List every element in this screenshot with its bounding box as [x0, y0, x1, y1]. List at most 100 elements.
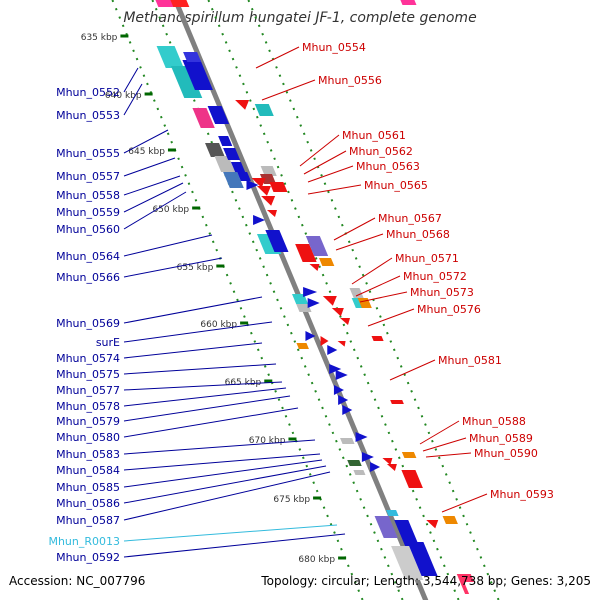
gene-feature[interactable]	[170, 66, 203, 98]
gene-arrow[interactable]	[342, 405, 353, 415]
gene-arrow[interactable]	[382, 458, 393, 465]
gene-feature[interactable]	[207, 106, 230, 124]
gene-feature[interactable]	[401, 452, 417, 458]
gene-feature[interactable]	[295, 244, 317, 262]
gene-feature[interactable]	[218, 136, 233, 146]
gene-feature[interactable]	[394, 520, 420, 546]
gene-label-left[interactable]: Mhun_0558	[56, 189, 120, 202]
gene-feature[interactable]	[347, 460, 362, 466]
gene-label-left[interactable]: Mhun_0577	[56, 384, 120, 397]
gene-feature[interactable]	[153, 0, 175, 7]
gene-label-left[interactable]: Mhun_0557	[56, 170, 120, 183]
gene-label-right[interactable]: Mhun_0567	[378, 212, 442, 225]
gene-feature[interactable]	[205, 143, 225, 157]
gene-label-right[interactable]: Mhun_0561	[342, 129, 406, 142]
gene-label-left[interactable]: Mhun_0564	[56, 250, 120, 263]
gene-feature[interactable]	[386, 510, 399, 516]
gene-arrow[interactable]	[338, 395, 349, 405]
gene-label-right[interactable]: Mhun_0573	[410, 286, 474, 299]
gene-label-left[interactable]: Mhun_0578	[56, 400, 120, 413]
gene-feature[interactable]	[230, 162, 246, 172]
gene-feature[interactable]	[353, 470, 366, 475]
gene-feature[interactable]	[305, 236, 329, 256]
gene-label-right[interactable]: Mhun_0562	[349, 145, 413, 158]
gene-arrow[interactable]	[253, 215, 266, 225]
gene-label-left[interactable]: Mhun_0587	[56, 514, 120, 527]
gene-label-left[interactable]: Mhun_0592	[56, 551, 120, 564]
gene-arrow[interactable]	[327, 345, 338, 355]
gene-feature[interactable]	[340, 438, 355, 444]
gene-feature[interactable]	[223, 172, 244, 188]
gene-label-left[interactable]: Mhun_0579	[56, 415, 120, 428]
gene-label-right[interactable]: Mhun_0571	[395, 252, 459, 265]
gene-feature[interactable]	[223, 148, 241, 160]
gene-feature[interactable]	[260, 166, 277, 176]
gene-feature[interactable]	[192, 108, 215, 128]
gene-feature[interactable]	[442, 516, 458, 524]
gene-arrow[interactable]	[333, 385, 344, 395]
gene-label-right[interactable]: Mhun_0563	[356, 160, 420, 173]
gene-feature[interactable]	[401, 470, 423, 488]
gene-feature[interactable]	[407, 542, 438, 576]
gene-label-left[interactable]: Mhun_0584	[56, 464, 120, 477]
gene-arrow[interactable]	[322, 296, 337, 306]
gene-feature[interactable]	[269, 182, 288, 192]
gene-arrow[interactable]	[355, 432, 368, 442]
gene-arrow[interactable]	[305, 331, 316, 341]
gene-feature[interactable]	[265, 230, 289, 252]
gene-label-right[interactable]: Mhun_0589	[469, 432, 533, 445]
gene-feature[interactable]	[390, 400, 404, 404]
gene-label-right[interactable]: Mhun_0590	[474, 447, 538, 460]
gene-label-left[interactable]: Mhun_0586	[56, 497, 120, 510]
gene-arrow[interactable]	[261, 196, 276, 206]
gene-label-left[interactable]: Mhun_0585	[56, 481, 120, 494]
gene-label-left[interactable]: Mhun_0553	[56, 109, 120, 122]
gene-label-left[interactable]: Mhun_0559	[56, 206, 120, 219]
gene-label-right[interactable]: Mhun_0568	[386, 228, 450, 241]
gene-feature[interactable]	[374, 516, 398, 538]
gene-feature[interactable]	[183, 52, 202, 62]
gene-arrow[interactable]	[361, 452, 374, 462]
gene-arrow[interactable]	[329, 364, 342, 374]
gene-feature[interactable]	[349, 288, 364, 298]
gene-label-left[interactable]: Mhun_0555	[56, 147, 120, 160]
gene-feature[interactable]	[168, 0, 190, 7]
gene-label-left[interactable]: Mhun_0569	[56, 317, 120, 330]
gene-feature[interactable]	[182, 60, 213, 90]
gene-label-right[interactable]: Mhun_0588	[462, 415, 526, 428]
gene-arrow[interactable]	[320, 336, 329, 346]
gene-feature[interactable]	[296, 343, 309, 349]
gene-label-left[interactable]: Mhun_R0013	[48, 535, 120, 548]
gene-arrow[interactable]	[370, 462, 381, 472]
gene-arrow[interactable]	[246, 180, 259, 190]
gene-arrow[interactable]	[307, 298, 320, 308]
gene-arrow[interactable]	[331, 308, 344, 317]
gene-label-left[interactable]: Mhun_0575	[56, 368, 120, 381]
gene-arrow[interactable]	[309, 264, 320, 271]
gene-arrow[interactable]	[266, 210, 277, 217]
gene-arrow[interactable]	[426, 520, 439, 529]
gene-label-right[interactable]: Mhun_0556	[318, 74, 382, 87]
gene-feature[interactable]	[156, 46, 184, 68]
gene-arrow[interactable]	[337, 341, 346, 347]
gene-label-left[interactable]: Mhun_0583	[56, 448, 120, 461]
gene-arrow[interactable]	[335, 370, 348, 380]
gene-feature[interactable]	[464, 582, 484, 600]
gene-label-right[interactable]: Mhun_0576	[417, 303, 481, 316]
gene-label-left[interactable]: Mhun_0574	[56, 352, 120, 365]
gene-label-left[interactable]: Mhun_0552	[56, 86, 120, 99]
gene-arrow[interactable]	[386, 464, 397, 471]
gene-label-right[interactable]: Mhun_0581	[438, 354, 502, 367]
gene-feature[interactable]	[237, 172, 251, 181]
gene-label-right[interactable]: Mhun_0565	[364, 179, 428, 192]
gene-feature[interactable]	[391, 546, 424, 580]
gene-label-right[interactable]: Mhun_0554	[302, 41, 366, 54]
gene-arrow[interactable]	[256, 186, 271, 196]
gene-label-left[interactable]: surE	[96, 336, 120, 349]
gene-feature[interactable]	[371, 336, 384, 341]
gene-arrow[interactable]	[340, 318, 351, 325]
gene-feature[interactable]	[398, 0, 417, 5]
gene-arrow[interactable]	[303, 287, 318, 297]
gene-label-left[interactable]: Mhun_0580	[56, 431, 120, 444]
gene-label-left[interactable]: Mhun_0560	[56, 223, 120, 236]
